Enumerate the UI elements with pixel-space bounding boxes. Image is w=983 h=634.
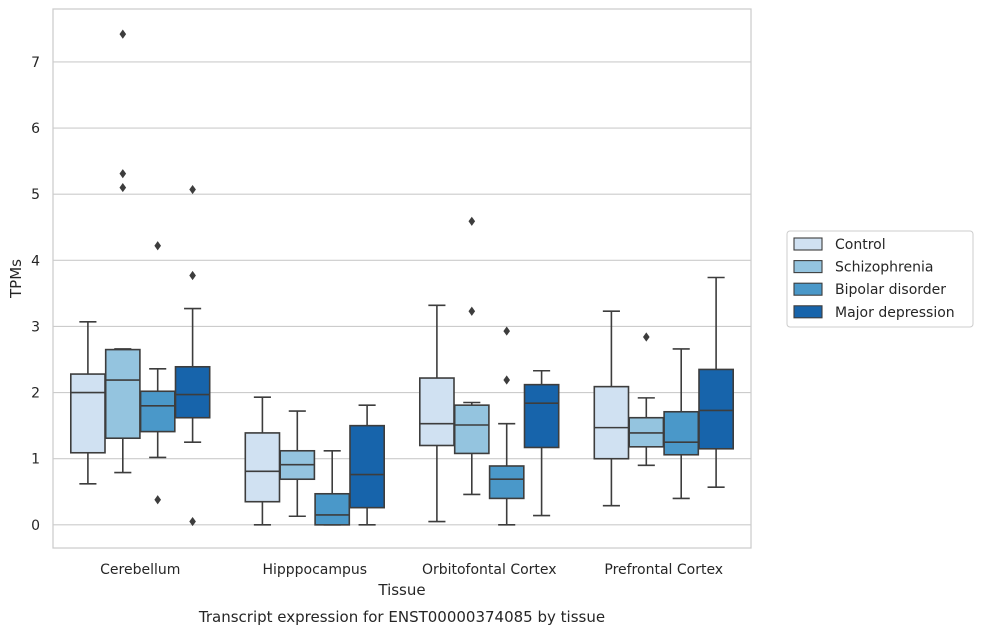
- box: [663, 410, 700, 456]
- x-axis-title: Tissue: [377, 581, 425, 599]
- box-group: [628, 332, 665, 467]
- outlier-point: [468, 306, 476, 316]
- x-tick-label: Prefrontal Cortex: [604, 562, 723, 578]
- outlier-point: [119, 29, 127, 39]
- box-group: [174, 184, 211, 527]
- y-tick-label: 1: [31, 452, 40, 468]
- outlier-point: [189, 270, 196, 281]
- legend-label: Schizophrenia: [835, 260, 933, 276]
- box: [453, 404, 490, 455]
- x-tick-label: Hipppocampus: [262, 562, 367, 578]
- legend-label: Control: [835, 237, 886, 253]
- box: [104, 348, 141, 440]
- x-axis-ticks: Cerebellum Hipppocampus Orbitofontal Corte…: [100, 562, 723, 578]
- box: [698, 368, 735, 450]
- box-group: [279, 410, 316, 518]
- legend-label: Major depression: [835, 305, 955, 321]
- box-group: [663, 348, 700, 500]
- box-group: [593, 310, 630, 507]
- x-tick-label: Cerebellum: [100, 562, 180, 578]
- box-group: [698, 276, 735, 488]
- plot-frame: [52, 8, 752, 549]
- box: [139, 390, 176, 433]
- box: [314, 492, 351, 526]
- y-tick-label: 4: [31, 253, 40, 269]
- box-group: [523, 369, 560, 517]
- y-tick-label: 7: [31, 55, 40, 71]
- box: [523, 383, 560, 449]
- box: [349, 424, 386, 509]
- y-axis-title: TPMs: [7, 259, 25, 299]
- legend: Control Schizophrenia Bipolar disorder Majo…: [786, 230, 974, 328]
- box-group: [139, 241, 176, 505]
- outlier-point: [154, 241, 162, 251]
- outlier-point: [189, 184, 196, 195]
- box-group: [69, 321, 106, 485]
- outlier-point: [154, 495, 162, 505]
- y-tick-label: 3: [31, 319, 40, 335]
- legend-swatch: [793, 282, 823, 296]
- outlier-point: [503, 375, 511, 385]
- box: [174, 365, 211, 419]
- box: [244, 432, 281, 503]
- box-group: [349, 404, 386, 526]
- box: [418, 377, 455, 447]
- outlier-point: [119, 182, 127, 193]
- y-tick-label: 2: [31, 386, 40, 402]
- box-group: [244, 396, 281, 526]
- box-group: [453, 216, 490, 496]
- y-tick-label: 0: [31, 518, 40, 534]
- box: [593, 385, 630, 460]
- y-tick-label: 6: [31, 121, 40, 137]
- box-group: [104, 29, 141, 474]
- outlier-point: [189, 516, 196, 527]
- box-group: [488, 326, 525, 526]
- legend-swatch: [793, 305, 823, 319]
- outlier-point: [119, 169, 127, 179]
- y-axis-ticks: 0 1 2 3 4 5 6 7: [31, 55, 40, 534]
- legend-frame: [786, 230, 974, 328]
- outlier-point: [503, 326, 511, 336]
- y-tick-label: 5: [31, 187, 40, 203]
- box: [488, 465, 525, 500]
- chart-caption: Transcript expression for ENST0000037408…: [198, 608, 605, 626]
- legend-swatch: [793, 260, 823, 274]
- box-group: [314, 449, 351, 526]
- outlier-point: [468, 216, 476, 226]
- legend-label: Bipolar disorder: [835, 282, 946, 298]
- legend-swatch: [793, 237, 823, 251]
- box: [69, 373, 106, 454]
- box-series: [69, 29, 735, 527]
- outlier-point: [642, 332, 650, 342]
- x-tick-label: Orbitofontal Cortex: [422, 562, 557, 578]
- box-group: [418, 304, 455, 523]
